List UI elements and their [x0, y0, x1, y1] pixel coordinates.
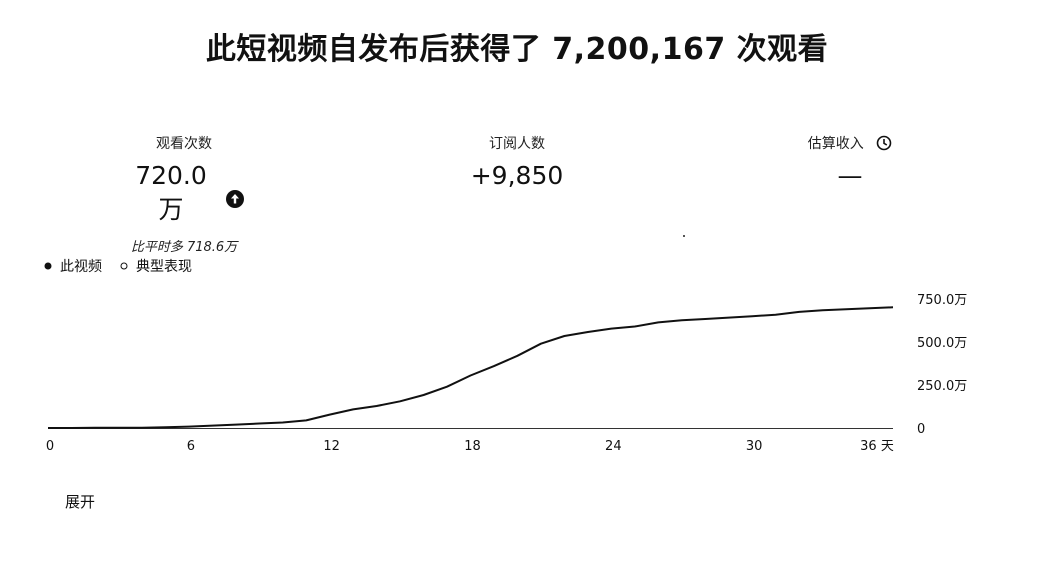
y-tick-label: 500.0万 [917, 336, 967, 351]
revenue-label: 估算收入 [807, 136, 864, 152]
subscribers-label: 订阅人数 [489, 136, 545, 152]
x-tick-label: 18 [464, 439, 481, 454]
legend-item-typical[interactable]: 典型表现 [120, 256, 192, 276]
filled-dot-icon [44, 262, 52, 270]
x-tick-label: 0 [46, 439, 54, 454]
legend-label-typical: 典型表现 [136, 259, 192, 275]
subscribers-value: +9,850 [470, 161, 564, 190]
y-tick-label: 0 [917, 422, 925, 437]
revenue-label-row: 估算收入 [790, 133, 910, 153]
views-value-row: 720.0万 [124, 161, 244, 226]
legend-item-this-video[interactable]: 此视频 [44, 256, 102, 276]
views-metric[interactable]: 观看次数 720.0万 比平时多 718.6万 [124, 133, 244, 255]
x-tick-label: 6 [187, 439, 195, 454]
views-value: 720.0万 [135, 161, 207, 224]
subscribers-metric[interactable]: 订阅人数 +9,850 [457, 133, 577, 190]
revenue-metric[interactable]: 估算收入 — [790, 133, 910, 190]
x-tick-label: 30 [746, 439, 763, 454]
y-tick-label: 250.0万 [917, 379, 967, 394]
x-tick-label: 24 [605, 439, 622, 454]
page-title: 此短视频自发布后获得了 7,200,167 次观看 [205, 32, 829, 67]
series-line-this-video [48, 306, 894, 429]
x-tick-label: 36 天 [860, 439, 894, 454]
arrow-up-circle-icon [226, 185, 244, 208]
stray-dot [683, 235, 685, 237]
chart-legend: 此视频 典型表现 [44, 256, 192, 276]
expand-button[interactable]: 展开 [65, 493, 96, 511]
hollow-dot-icon [120, 262, 128, 270]
revenue-value: — [837, 161, 863, 190]
legend-label-this-video: 此视频 [60, 259, 102, 275]
y-tick-label: 750.0万 [917, 293, 967, 308]
views-comparison: 比平时多 718.6万 [130, 240, 238, 255]
views-line-chart: 0 6 12 18 24 30 36 天 0 250.0万 500.0万 750.0万 [46, 293, 967, 454]
clock-icon[interactable] [876, 135, 892, 151]
x-tick-label: 12 [323, 439, 340, 454]
views-label: 观看次数 [156, 136, 212, 152]
